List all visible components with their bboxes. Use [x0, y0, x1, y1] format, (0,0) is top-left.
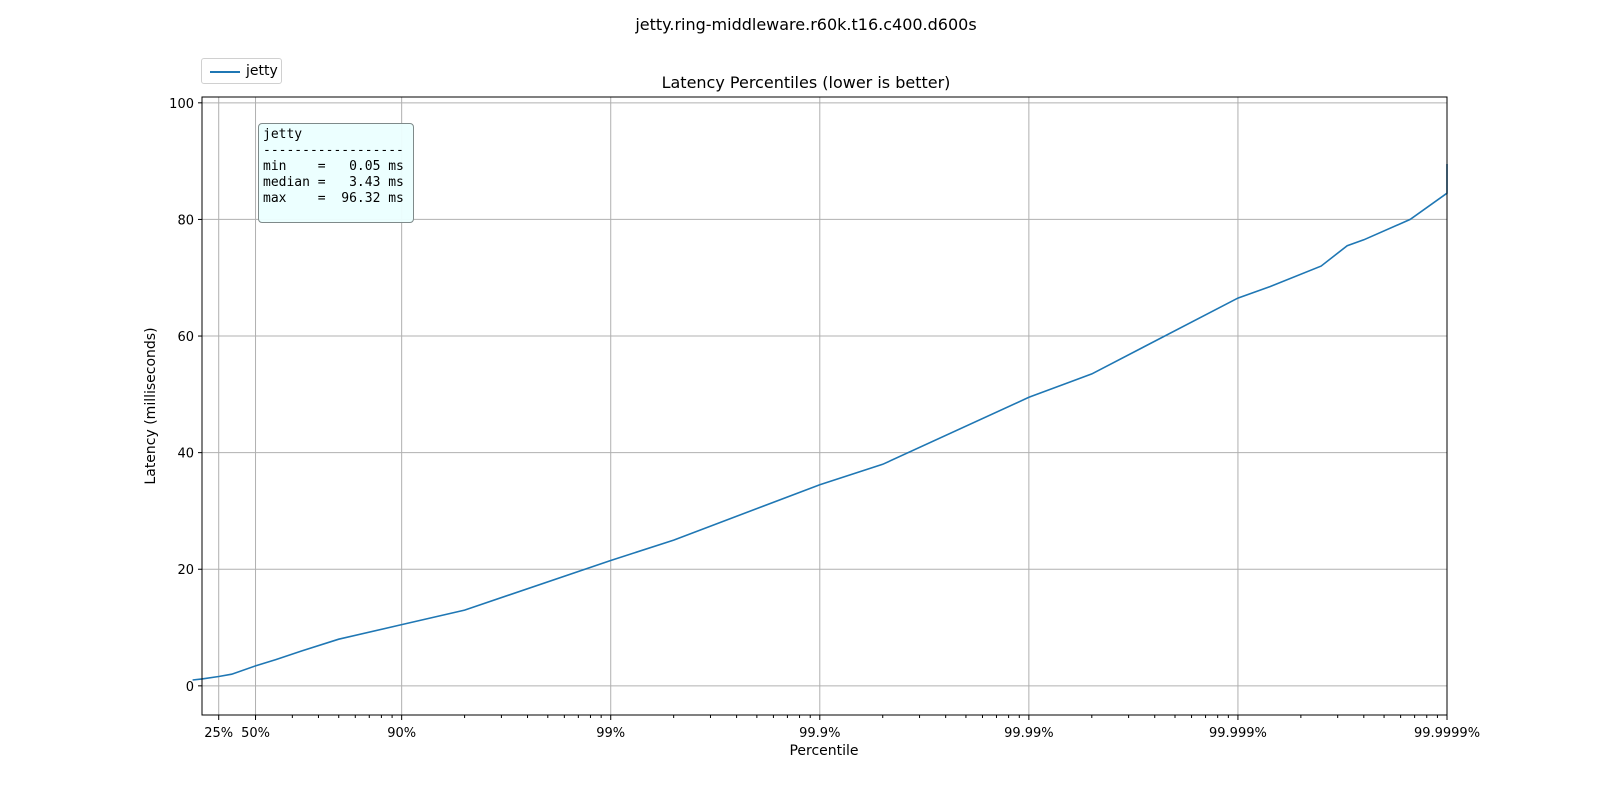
stats-median: median = 3.43 ms — [263, 175, 404, 190]
stats-min: min = 0.05 ms — [263, 159, 404, 174]
y-tick-label: 40 — [177, 447, 194, 462]
y-tick-label: 60 — [177, 330, 194, 345]
plot-frame — [201, 96, 1448, 716]
x-tick-label: 99% — [596, 726, 625, 741]
x-tick-label: 99.9% — [799, 726, 840, 741]
x-tick-label: 99.9999% — [1414, 726, 1480, 741]
stats-header: jetty — [263, 127, 303, 142]
x-tick-label: 99.999% — [1209, 726, 1267, 741]
stats-max: max = 96.32 ms — [263, 191, 404, 206]
y-tick-label: 80 — [177, 213, 194, 228]
y-tick-label: 100 — [169, 97, 194, 112]
series-line-jetty — [192, 164, 1448, 681]
legend-line-jetty — [210, 71, 240, 73]
figure-title: jetty.ring-middleware.r60k.t16.c400.d600… — [634, 15, 976, 34]
stats-box: jetty ------------------ min = 0.05 ms medi… — [258, 123, 414, 223]
y-axis-label: Latency (milliseconds) — [143, 327, 159, 484]
axis-ticks: 0 20 40 60 80 100 25% 50% 90% 99% 99.9% 99.99% 99.99… — [169, 97, 1480, 741]
x-axis-label: Percentile — [789, 743, 858, 759]
chart-title: Latency Percentiles (lower is better) — [662, 73, 951, 92]
legend: jetty — [201, 58, 282, 84]
x-tick-label: 99.99% — [1004, 726, 1054, 741]
x-tick-label: 25% — [204, 726, 233, 741]
series-layer — [192, 164, 1448, 681]
legend-label-jetty: jetty — [246, 63, 278, 79]
stats-divider: ------------------ — [263, 143, 404, 158]
y-tick-label: 0 — [186, 680, 194, 695]
x-tick-label: 50% — [241, 726, 270, 741]
y-tick-label: 20 — [177, 563, 194, 578]
x-tick-label: 90% — [387, 726, 416, 741]
